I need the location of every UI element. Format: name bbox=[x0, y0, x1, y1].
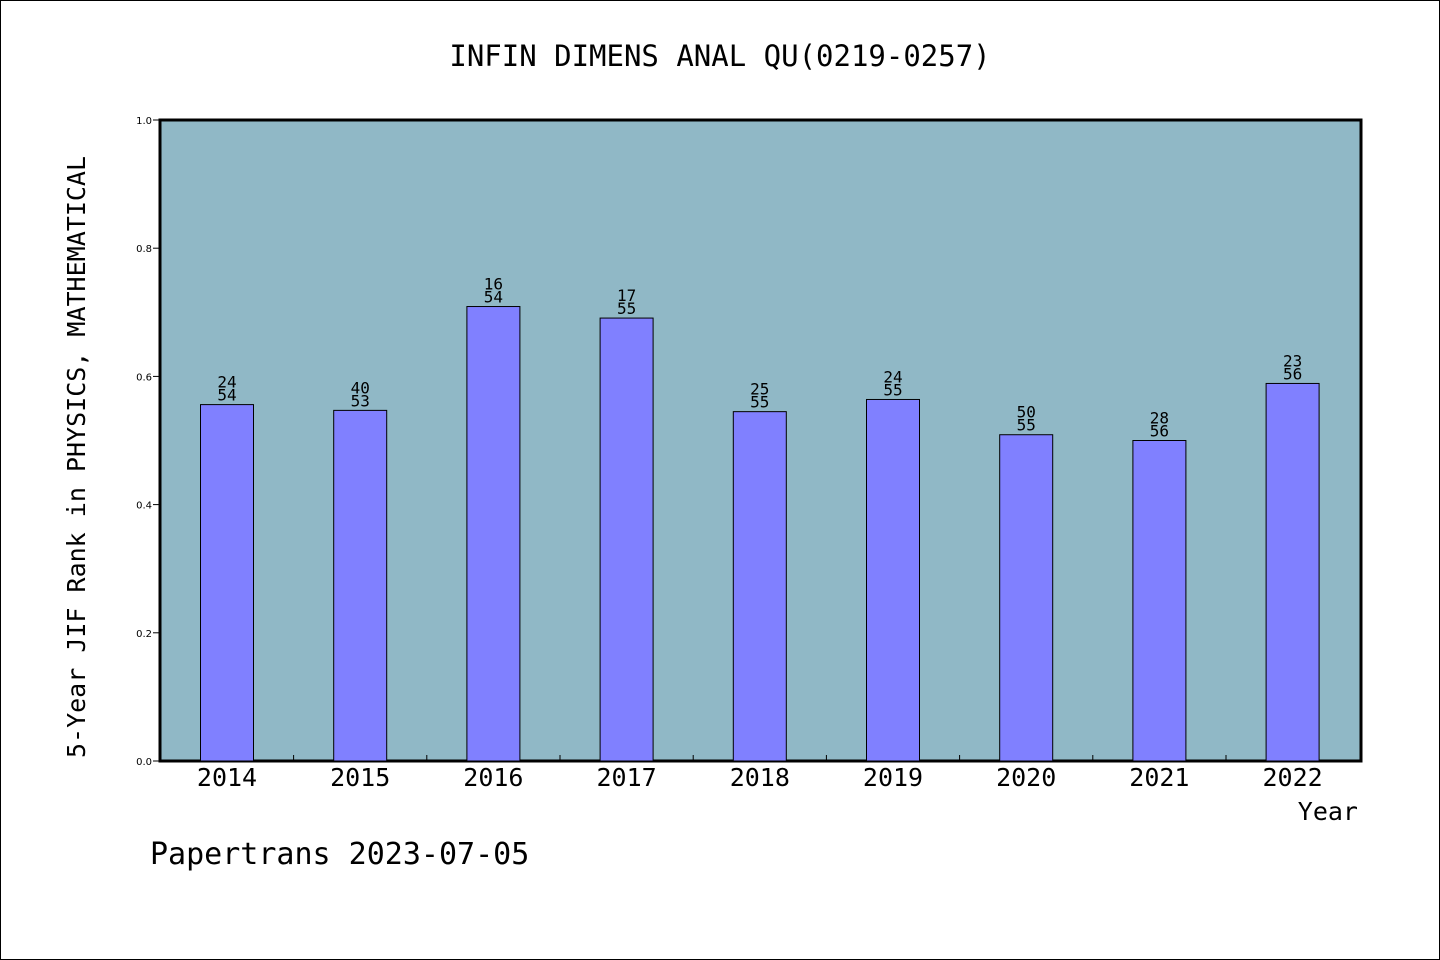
rank-label-bottom: 55 bbox=[883, 380, 902, 399]
y-tick-label: 0.2 bbox=[136, 629, 152, 640]
rank-label-bottom: 55 bbox=[750, 393, 769, 412]
rank-label-bottom: 56 bbox=[1150, 422, 1169, 441]
bar-2017 bbox=[599, 317, 654, 762]
bar-2016 bbox=[466, 306, 521, 762]
rank-label-bottom: 55 bbox=[617, 299, 636, 318]
rank-label-bottom: 55 bbox=[1017, 416, 1036, 435]
rank-label-top: 50 bbox=[1017, 403, 1036, 422]
rank-label-top: 25 bbox=[750, 380, 769, 399]
rank-label-bottom: 54 bbox=[217, 386, 236, 405]
x-tick-label: 2018 bbox=[730, 763, 790, 792]
x-tick-label: 2017 bbox=[596, 763, 656, 792]
rank-label-top: 16 bbox=[484, 275, 503, 294]
x-tick-label: 2015 bbox=[330, 763, 390, 792]
bar-2019 bbox=[866, 398, 920, 762]
rank-label-bottom: 53 bbox=[351, 391, 370, 410]
bar-2014 bbox=[200, 404, 254, 762]
bar-2018 bbox=[732, 411, 787, 762]
rank-label-top: 17 bbox=[617, 286, 636, 305]
y-tick-label: 0.4 bbox=[136, 501, 152, 512]
rank-label-top: 28 bbox=[1150, 409, 1169, 428]
x-tick-label: 2021 bbox=[1129, 763, 1189, 792]
y-tick-label: 0.8 bbox=[136, 244, 152, 255]
x-tick-label: 2019 bbox=[863, 763, 923, 792]
x-tick-label: 2016 bbox=[463, 763, 523, 792]
y-tick-label: 0.6 bbox=[136, 372, 152, 383]
rank-label-top: 24 bbox=[217, 373, 236, 392]
chart-title: INFIN DIMENS ANAL QU(0219-0257) bbox=[449, 39, 990, 73]
x-axis: 2014 2015 2016 2017 2018 2019 2020 2021 2022 bbox=[197, 755, 1323, 792]
rank-label-bottom: 54 bbox=[484, 288, 503, 307]
bars-layer bbox=[200, 306, 1320, 762]
rank-label-top: 24 bbox=[883, 367, 902, 386]
y-tick-label: 1.0 bbox=[136, 116, 152, 127]
x-tick-label: 2014 bbox=[197, 763, 257, 792]
bar-2015 bbox=[333, 409, 388, 762]
bar-2022 bbox=[1265, 382, 1320, 762]
y-tick-label: 0.0 bbox=[136, 757, 152, 768]
bar-2020 bbox=[999, 434, 1054, 762]
bar-2021 bbox=[1132, 440, 1187, 762]
x-tick-label: 2020 bbox=[996, 763, 1056, 792]
x-axis-label: Year bbox=[1298, 797, 1358, 826]
rank-label-top: 40 bbox=[351, 378, 370, 397]
footer-source: Papertrans 2023-07-05 bbox=[150, 837, 529, 872]
y-axis-label: 5-Year JIF Rank in PHYSICS, MATHEMATICAL bbox=[62, 156, 91, 758]
rank-label-top: 23 bbox=[1283, 351, 1302, 370]
x-tick-label: 2022 bbox=[1262, 763, 1322, 792]
y-axis: 0.0 0.2 0.4 0.6 0.8 1.0 bbox=[136, 116, 160, 768]
rank-label-bottom: 56 bbox=[1283, 364, 1302, 383]
